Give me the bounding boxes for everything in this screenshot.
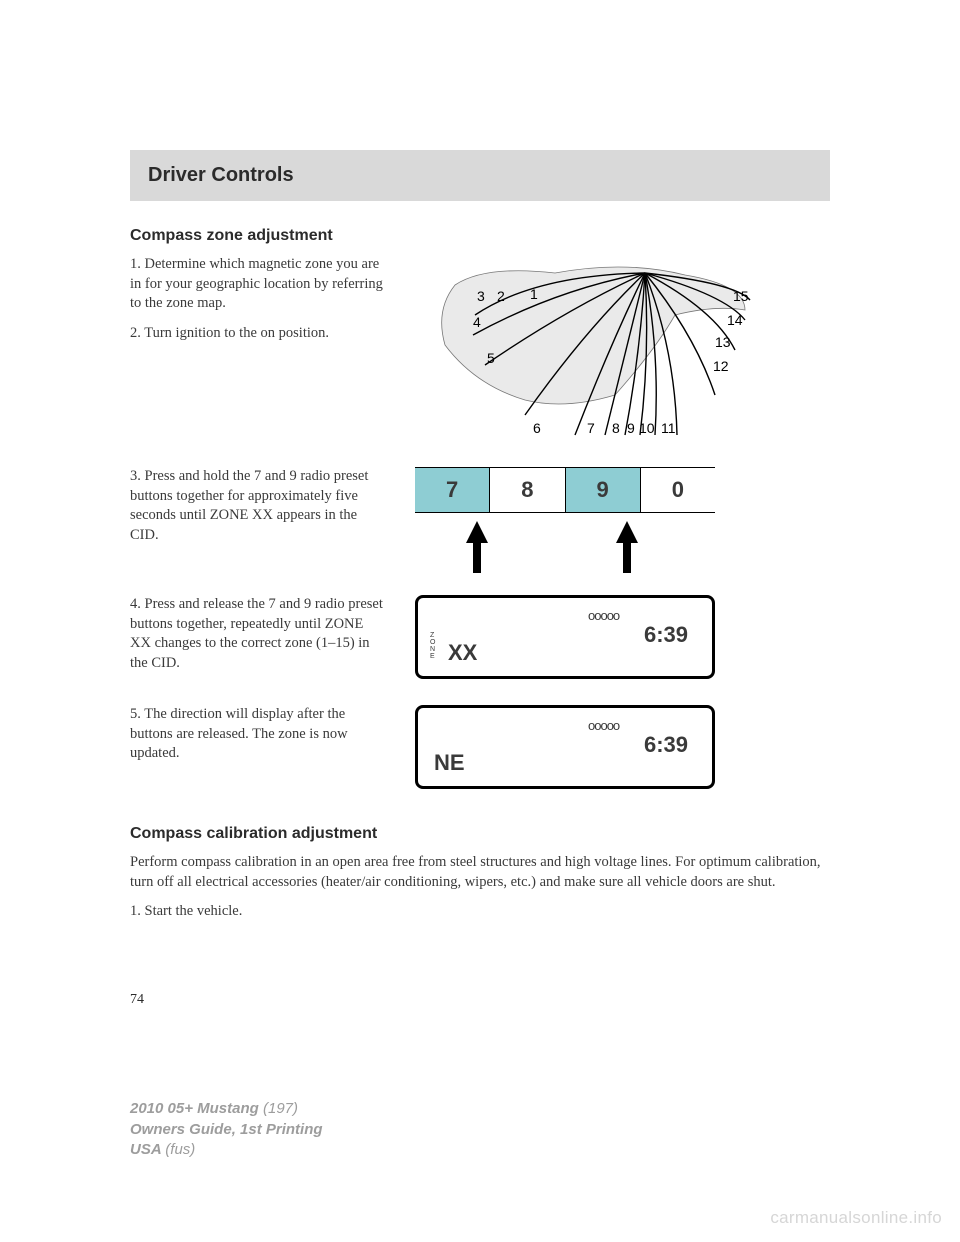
step-4: 4. Press and release the 7 and 9 radio p… [130,595,385,673]
zone-label-3: 3 [477,288,485,304]
zone-vertical-label: Z O N E [430,632,435,660]
arrow-up-icon [589,521,664,573]
calibration-intro: Perform compass calibration in an open a… [130,853,830,892]
section-header-title: Driver Controls [148,164,812,187]
preset-button-8: 8 [490,468,565,512]
step-1: 1. Determine which magnetic zone you are… [130,255,385,314]
step-3: 3. Press and hold the 7 and 9 radio pres… [130,467,385,545]
zone-label-15: 15 [733,288,749,304]
page-number: 74 [130,992,830,1008]
zone-label-4: 4 [473,314,481,330]
step-5: 5. The direction will display after the … [130,705,385,764]
signal-icon: ooooo [588,718,619,733]
preset-button-9: 9 [566,468,641,512]
heading-calibration: Compass calibration adjustment [130,825,830,843]
zone-label-6: 6 [533,420,541,436]
zone-label-7: 7 [587,420,595,436]
signal-icon: ooooo [588,608,619,623]
calibration-step-1: 1. Start the vehicle. [130,902,830,922]
zone-label-5: 5 [487,350,495,366]
display-main-value: XX [448,640,477,666]
cid-display-ne: ooooo 6:39 NE [415,705,715,789]
preset-button-0: 0 [641,468,715,512]
watermark: carmanualsonline.info [770,1208,942,1228]
zone-label-12: 12 [713,358,729,374]
zone-label-13: 13 [715,334,731,350]
zone-label-11: 11 [661,420,676,436]
zone-label-2: 2 [497,288,505,304]
step-2: 2. Turn ignition to the on position. [130,324,385,344]
zone-label-10: 10 [639,420,655,436]
display-time: 6:39 [644,732,688,758]
heading-zone-adjustment: Compass zone adjustment [130,227,830,245]
footer-meta: 2010 05+ Mustang (197) Owners Guide, 1st… [130,1099,323,1160]
preset-buttons-figure: 7 8 9 0 [415,467,715,573]
zone-label-1: 1 [530,286,538,302]
zone-label-9: 9 [627,420,635,436]
zone-map-figure: 1 2 3 4 5 6 7 8 9 10 11 12 13 14 15 [415,255,755,445]
cid-display-xx: ooooo 6:39 Z O N E XX [415,595,715,679]
preset-button-7: 7 [415,468,490,512]
arrow-up-icon [439,521,514,573]
zone-label-14: 14 [727,312,743,328]
section-header: Driver Controls [130,150,830,201]
zone-label-8: 8 [612,420,620,436]
display-main-value: NE [434,750,465,776]
display-time: 6:39 [644,622,688,648]
